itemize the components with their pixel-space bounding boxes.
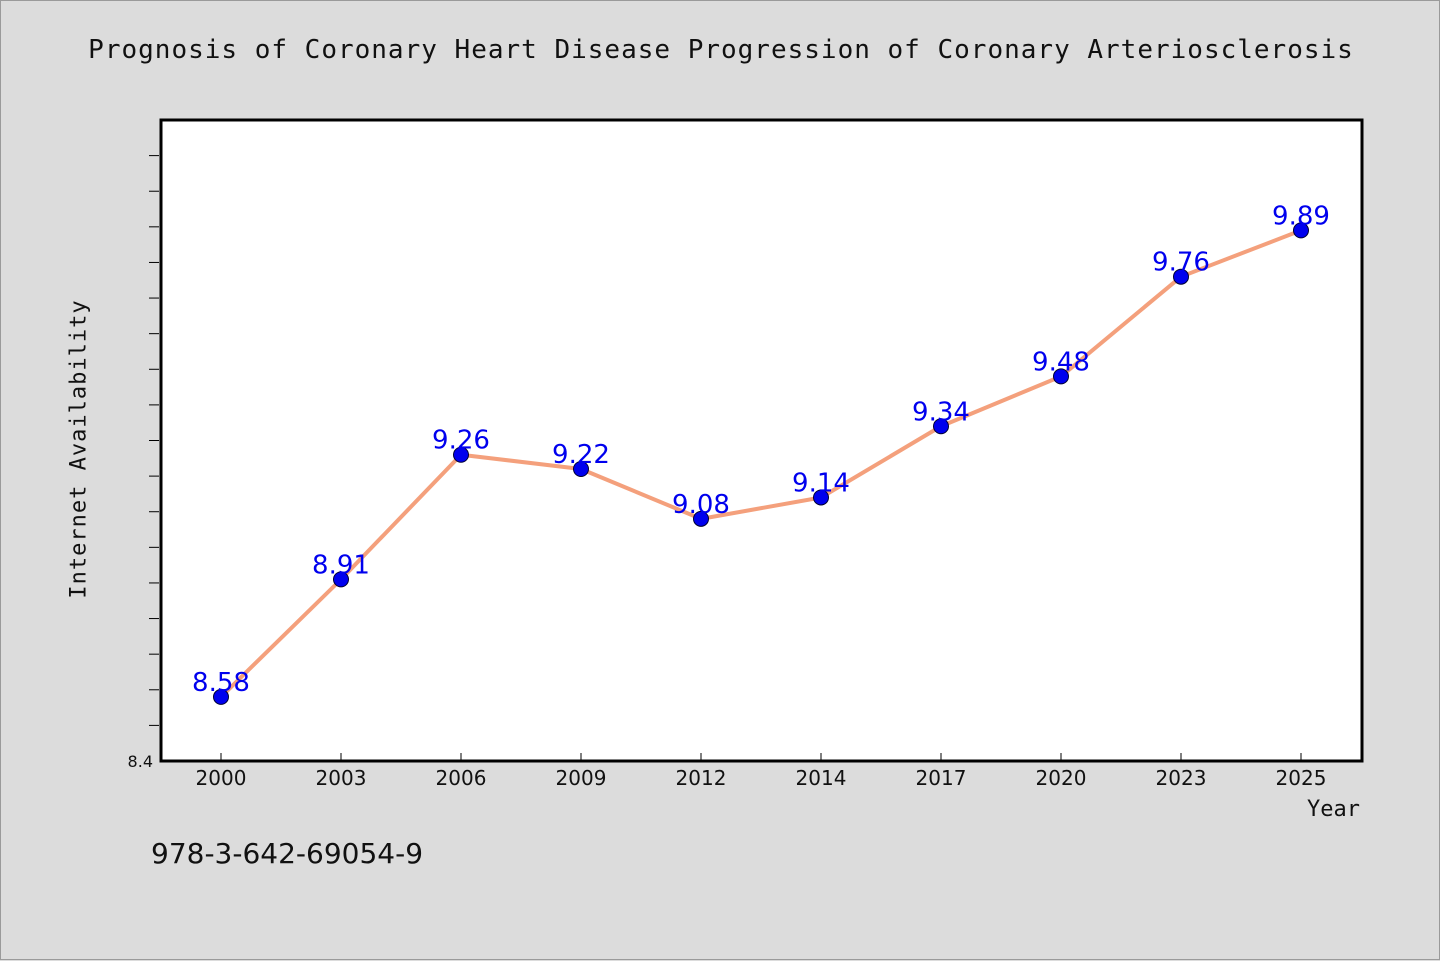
- data-label: 9.48: [1032, 347, 1090, 377]
- data-label: 9.89: [1272, 201, 1330, 231]
- data-point: [693, 510, 709, 527]
- data-label: 8.91: [312, 550, 370, 580]
- data-label: 9.08: [672, 490, 730, 520]
- data-point: [453, 446, 469, 463]
- series-line: [219, 228, 1302, 699]
- data-point: [1173, 268, 1189, 285]
- data-label: 9.26: [432, 426, 490, 456]
- x-axis-ticks: 2000 2003 2006 2009 2012 2014 2017 2020 2023 2025: [196, 753, 1327, 790]
- data-point: [573, 460, 589, 477]
- y-tick-label: 8.4: [128, 752, 153, 771]
- x-tick-label: 2020: [1036, 766, 1087, 790]
- series-group: 8.58 8.91 9.26 9.22 9.08 9.14 9.34 9.48 9.76 9.89: [192, 201, 1330, 705]
- data-point: [1053, 368, 1069, 385]
- data-point: [213, 688, 229, 705]
- plot-area: [159, 118, 1364, 763]
- chart-title: Prognosis of Coronary Heart Disease Prog…: [88, 35, 1354, 65]
- data-point: [1293, 222, 1309, 239]
- data-label: 9.14: [792, 468, 850, 498]
- data-label: 8.58: [192, 668, 250, 698]
- data-label: 9.22: [552, 440, 610, 470]
- data-point: [933, 418, 949, 435]
- data-point: [813, 489, 829, 506]
- x-axis-label: Year: [1307, 797, 1360, 822]
- x-tick-label: 2009: [556, 766, 607, 790]
- x-tick-label: 2006: [436, 766, 487, 790]
- x-tick-label: 2000: [196, 766, 247, 790]
- x-tick-label: 2025: [1276, 766, 1327, 790]
- x-tick-label: 2017: [916, 766, 967, 790]
- x-tick-label: 2012: [676, 766, 727, 790]
- x-tick-label: 2003: [316, 766, 367, 790]
- data-label: 9.34: [912, 397, 970, 427]
- x-tick-label: 2014: [796, 766, 847, 790]
- isbn-footer: 978-3-642-69054-9: [151, 837, 424, 870]
- data-label: 9.76: [1152, 248, 1210, 278]
- y-axis-ticks: 8.4: [128, 155, 159, 771]
- data-point: [333, 571, 349, 588]
- x-tick-label: 2023: [1156, 766, 1207, 790]
